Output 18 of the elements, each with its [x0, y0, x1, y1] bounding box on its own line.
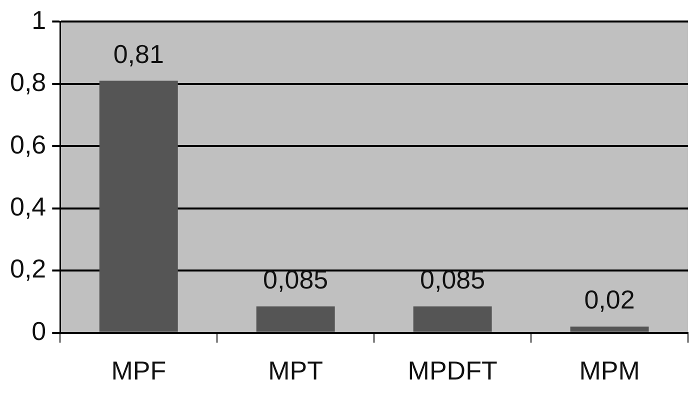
data-label: 0,02 [584, 284, 635, 315]
bar [256, 306, 335, 332]
x-tick-label: MPF [111, 356, 166, 386]
data-label: 0,085 [420, 264, 486, 295]
y-tick-label: 0,6 [10, 129, 46, 160]
y-tick-label: 0,2 [10, 254, 46, 284]
data-label: 0,085 [263, 264, 328, 295]
bar [99, 80, 178, 332]
bar [413, 306, 492, 332]
y-tick-label: 0,8 [10, 67, 46, 98]
x-tick-label: MPM [579, 356, 640, 386]
data-label: 0,81 [113, 38, 164, 69]
x-tick-label: MPDFT [408, 356, 498, 386]
y-tick-label: 1 [32, 4, 46, 35]
bar [570, 326, 649, 332]
y-tick-label: 0,4 [10, 191, 46, 222]
y-tick-label: 0 [32, 316, 46, 346]
x-tick-label: MPT [268, 356, 324, 386]
